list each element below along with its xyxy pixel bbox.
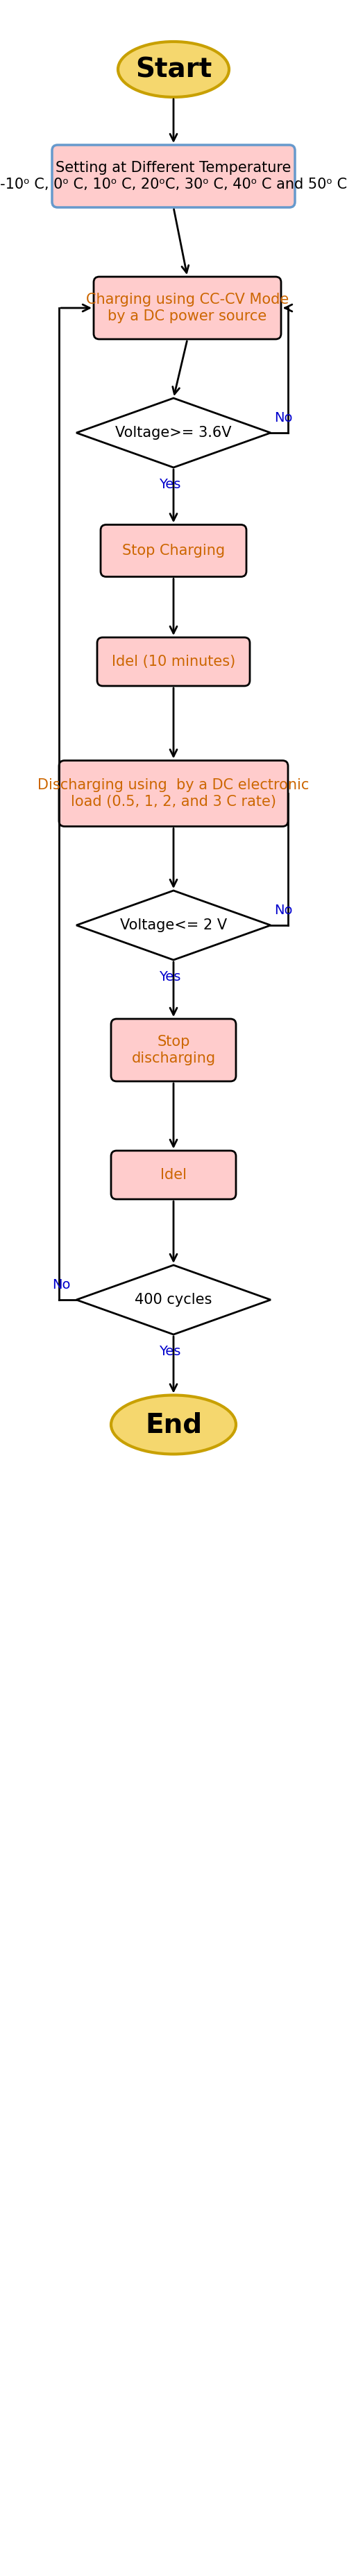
Ellipse shape: [111, 1396, 236, 1453]
Polygon shape: [76, 399, 271, 466]
Text: End: End: [145, 1412, 202, 1437]
Text: No: No: [274, 412, 293, 425]
FancyBboxPatch shape: [52, 144, 295, 209]
FancyBboxPatch shape: [111, 1151, 236, 1200]
Text: Voltage>= 3.6V: Voltage>= 3.6V: [115, 425, 232, 440]
Text: Voltage<= 2 V: Voltage<= 2 V: [120, 917, 227, 933]
FancyBboxPatch shape: [111, 1020, 236, 1082]
Text: Yes: Yes: [159, 479, 181, 492]
FancyBboxPatch shape: [59, 760, 288, 827]
FancyBboxPatch shape: [101, 526, 246, 577]
Polygon shape: [76, 891, 271, 961]
Text: Yes: Yes: [159, 1345, 181, 1358]
Text: Idel (10 minutes): Idel (10 minutes): [112, 654, 235, 670]
Text: Stop Charging: Stop Charging: [122, 544, 225, 556]
Polygon shape: [76, 1265, 271, 1334]
FancyBboxPatch shape: [94, 276, 281, 340]
Text: No: No: [52, 1278, 71, 1291]
FancyBboxPatch shape: [97, 636, 250, 685]
Text: No: No: [274, 904, 293, 917]
Text: Start: Start: [135, 57, 212, 82]
Text: Stop
discharging: Stop discharging: [132, 1036, 215, 1064]
Text: Yes: Yes: [159, 971, 181, 984]
Text: 400 cycles: 400 cycles: [135, 1293, 212, 1306]
Text: Idel: Idel: [160, 1167, 187, 1182]
Text: Charging using CC-CV Mode
by a DC power source: Charging using CC-CV Mode by a DC power …: [86, 294, 289, 322]
Text: Discharging using  by a DC electronic
load (0.5, 1, 2, and 3 C rate): Discharging using by a DC electronic loa…: [38, 778, 309, 809]
Text: Setting at Different Temperature
(-10ᵒ C, 0ᵒ C, 10ᵒ C, 20ᵒC, 30ᵒ C, 40ᵒ C and 50: Setting at Different Temperature (-10ᵒ C…: [0, 162, 347, 191]
Ellipse shape: [118, 41, 229, 98]
